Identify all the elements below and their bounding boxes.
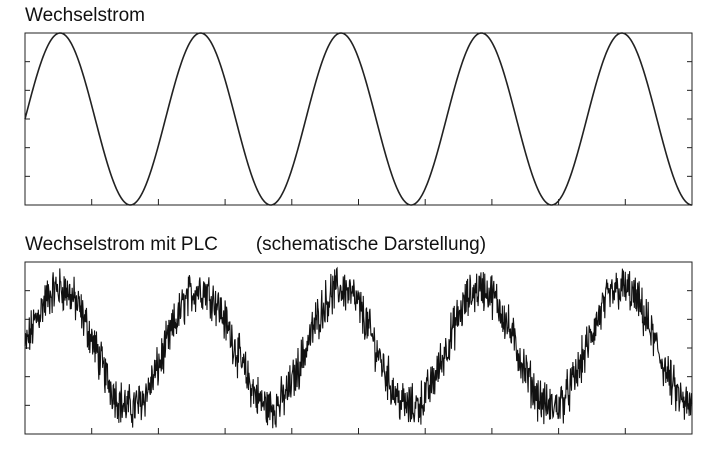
chart-title-plc: Wechselstrom mit PLC (schematische Darste…: [25, 234, 486, 256]
chart-title-ac: Wechselstrom: [25, 5, 146, 26]
plc-axis-ticks: [25, 290, 692, 434]
plc-subtitle-text: (schematische Darstellung): [255, 234, 487, 255]
ac-sine-line: [24, 32, 693, 206]
ac-axis-ticks: [25, 61, 692, 205]
plc-noisy-line: [24, 266, 693, 429]
plc-title-text: Wechselstrom mit PLC: [25, 234, 218, 255]
